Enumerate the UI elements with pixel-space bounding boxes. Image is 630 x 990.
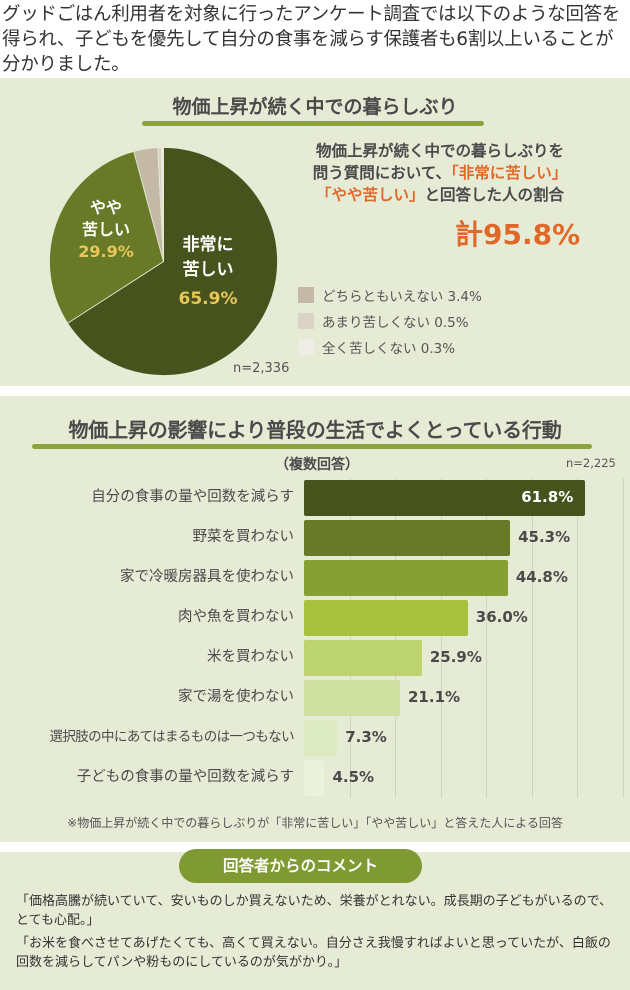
- very-hard-line2: 苦しい: [182, 260, 234, 280]
- legend-swatch-icon: [298, 313, 314, 329]
- comment-1: 「価格高騰が続いていて、安いものしか買えないため、栄養がとれない。成長期の子ども…: [16, 894, 613, 928]
- pie-slice: [160, 147, 164, 262]
- bar: [304, 480, 586, 516]
- comments-panel: 回答者からのコメント 「価格高騰が続いていて、安いものしか買えないため、栄養がと…: [0, 849, 630, 990]
- footnote: ※物価上昇が続く中での暮らしぶりが「非常に苦しい」「やや苦しい」と答えた人による…: [67, 816, 563, 830]
- summary-line2-prefix: 問う質問において、: [312, 164, 451, 182]
- pie-slice: [49, 150, 164, 324]
- bar: [304, 760, 325, 796]
- summary-highlight-very-hard: 「非常に苦しい」: [451, 164, 568, 182]
- summary-line1: 物価上昇が続く中での暮らしぶりを: [315, 142, 564, 160]
- legend-label: あまり苦しくない 0.5%: [322, 315, 469, 331]
- somewhat-hard-line1: やや: [89, 198, 122, 217]
- bar-category-label: 野菜を買わない: [192, 529, 295, 545]
- very-hard-pct: 65.9%: [178, 289, 238, 309]
- section2-underline: [32, 444, 592, 449]
- section1-title: 物価上昇が続く中での暮らしぶり: [172, 96, 458, 118]
- gridline: [622, 478, 624, 798]
- bar-row: 子どもの食事の量や回数を減らす 4.5%: [0, 758, 630, 796]
- pie-svg: [49, 147, 278, 376]
- pie-label-somewhat-hard: やや 苦しい 29.9%: [71, 197, 141, 263]
- bar-value-label: 21.1%: [408, 688, 461, 706]
- bar-row: 野菜を買わない 45.3%: [0, 518, 630, 556]
- bar-category-label: 家で湯を使わない: [178, 689, 294, 705]
- bar: [304, 720, 338, 756]
- behavior-panel: 物価上昇の影響により普段の生活でよくとっている行動 （複数回答） n=2,225…: [0, 396, 630, 842]
- bar-chart: 自分の食事の量や回数を減らす 61.8% 野菜を買わない 45.3% 家で冷暖房器具を使…: [0, 478, 630, 798]
- pie-chart: やや 苦しい 29.9% 非常に 苦しい 65.9%: [49, 147, 278, 376]
- summary-highlight-somewhat-hard: 「やや苦しい」: [315, 186, 425, 204]
- gridline: [531, 478, 533, 798]
- section2-subtitle: （複数回答）: [275, 457, 359, 473]
- intro-paragraph: グッドごはん利用者を対象に行ったアンケート調査では以下のような回答を得られ、子ど…: [2, 4, 621, 75]
- section1-underline: [142, 121, 484, 126]
- summary-line3: 「やや苦しい」と回答した人の割合: [290, 184, 590, 206]
- summary-line3-suffix: と回答した人の割合: [424, 186, 565, 204]
- gridline: [577, 478, 578, 798]
- bar: [304, 560, 508, 596]
- bar-category-label: 肉や魚を買わない: [178, 609, 294, 625]
- gridline: [349, 478, 351, 798]
- legend-item-not-very-hard: あまり苦しくない 0.5%: [298, 308, 482, 334]
- section2-title: 物価上昇の影響により普段の生活でよくとっている行動: [68, 418, 562, 442]
- legend-item-not-hard-at-all: 全く苦しくない 0.3%: [298, 334, 482, 360]
- bar-sample-size: n=2,225: [566, 456, 616, 470]
- bar-value-label: 7.3%: [345, 728, 387, 746]
- bar-value-label: 36.0%: [475, 608, 528, 626]
- somewhat-hard-pct: 29.9%: [78, 242, 134, 261]
- pie-legend: どちらともいえない 3.4% あまり苦しくない 0.5% 全く苦しくない 0.3…: [298, 282, 482, 360]
- bar-value-label: 44.8%: [515, 568, 568, 586]
- bar-row: 家で湯を使わない 21.1%: [0, 678, 630, 716]
- legend-item-neutral: どちらともいえない 3.4%: [298, 282, 482, 308]
- gridline: [486, 478, 487, 798]
- comments-heading: 回答者からのコメント: [179, 849, 422, 883]
- bar-row: 米を買わない 25.9%: [0, 638, 630, 676]
- bar-category-label: 子どもの食事の量や回数を減らす: [76, 769, 294, 785]
- bar-row: 家で冷暖房器具を使わない 44.8%: [0, 558, 630, 596]
- bar-value-label: 45.3%: [518, 528, 571, 546]
- bar: [304, 520, 511, 556]
- legend-label: 全く苦しくない 0.3%: [322, 341, 456, 357]
- summary-text: 物価上昇が続く中での暮らしぶりを 問う質問において、「非常に苦しい」 「やや苦し…: [290, 140, 590, 206]
- living-conditions-panel: 物価上昇が続く中での暮らしぶり やや 苦しい 29.9% 非常に 苦しい 65.…: [0, 78, 630, 386]
- pie-label-very-hard: 非常に 苦しい 65.9%: [173, 233, 243, 312]
- bar-value-label: 4.5%: [332, 768, 375, 786]
- bar-category-label: 選択肢の中にあてはまるものは一つもない: [49, 729, 294, 745]
- bar: [304, 680, 400, 716]
- bar-row: 肉や魚を買わない 36.0%: [0, 598, 630, 636]
- bar-category-label: 家で冷暖房器具を使わない: [120, 569, 294, 585]
- bar-category-label: 自分の食事の量や回数を減らす: [91, 489, 294, 505]
- total-percentage: 計95.8%: [455, 218, 581, 251]
- pie-slice: [67, 147, 278, 376]
- gridline: [440, 478, 442, 798]
- pie-sample-size: n=2,336: [233, 361, 290, 376]
- somewhat-hard-line2: 苦しい: [81, 220, 130, 239]
- bar-row: 選択肢の中にあてはまるものは一つもない 7.3%: [0, 718, 630, 756]
- legend-swatch-icon: [298, 287, 314, 303]
- bar: [304, 640, 422, 676]
- legend-swatch-icon: [298, 339, 314, 355]
- very-hard-line1: 非常に: [182, 235, 234, 255]
- comment-2: 「お米を食べさせてあげたくても、高くて買えない。自分さえ我慢すればよいと思ってい…: [16, 936, 611, 970]
- bar: [304, 600, 468, 636]
- gridline: [395, 478, 396, 798]
- bar-category-label: 米を買わない: [207, 649, 294, 665]
- bar-value-label: 61.8%: [521, 488, 574, 506]
- summary-line2: 問う質問において、「非常に苦しい」: [290, 162, 590, 184]
- legend-label: どちらともいえない 3.4%: [322, 289, 482, 305]
- bar-row: 自分の食事の量や回数を減らす 61.8%: [0, 478, 630, 516]
- bar-value-label: 25.9%: [429, 648, 482, 666]
